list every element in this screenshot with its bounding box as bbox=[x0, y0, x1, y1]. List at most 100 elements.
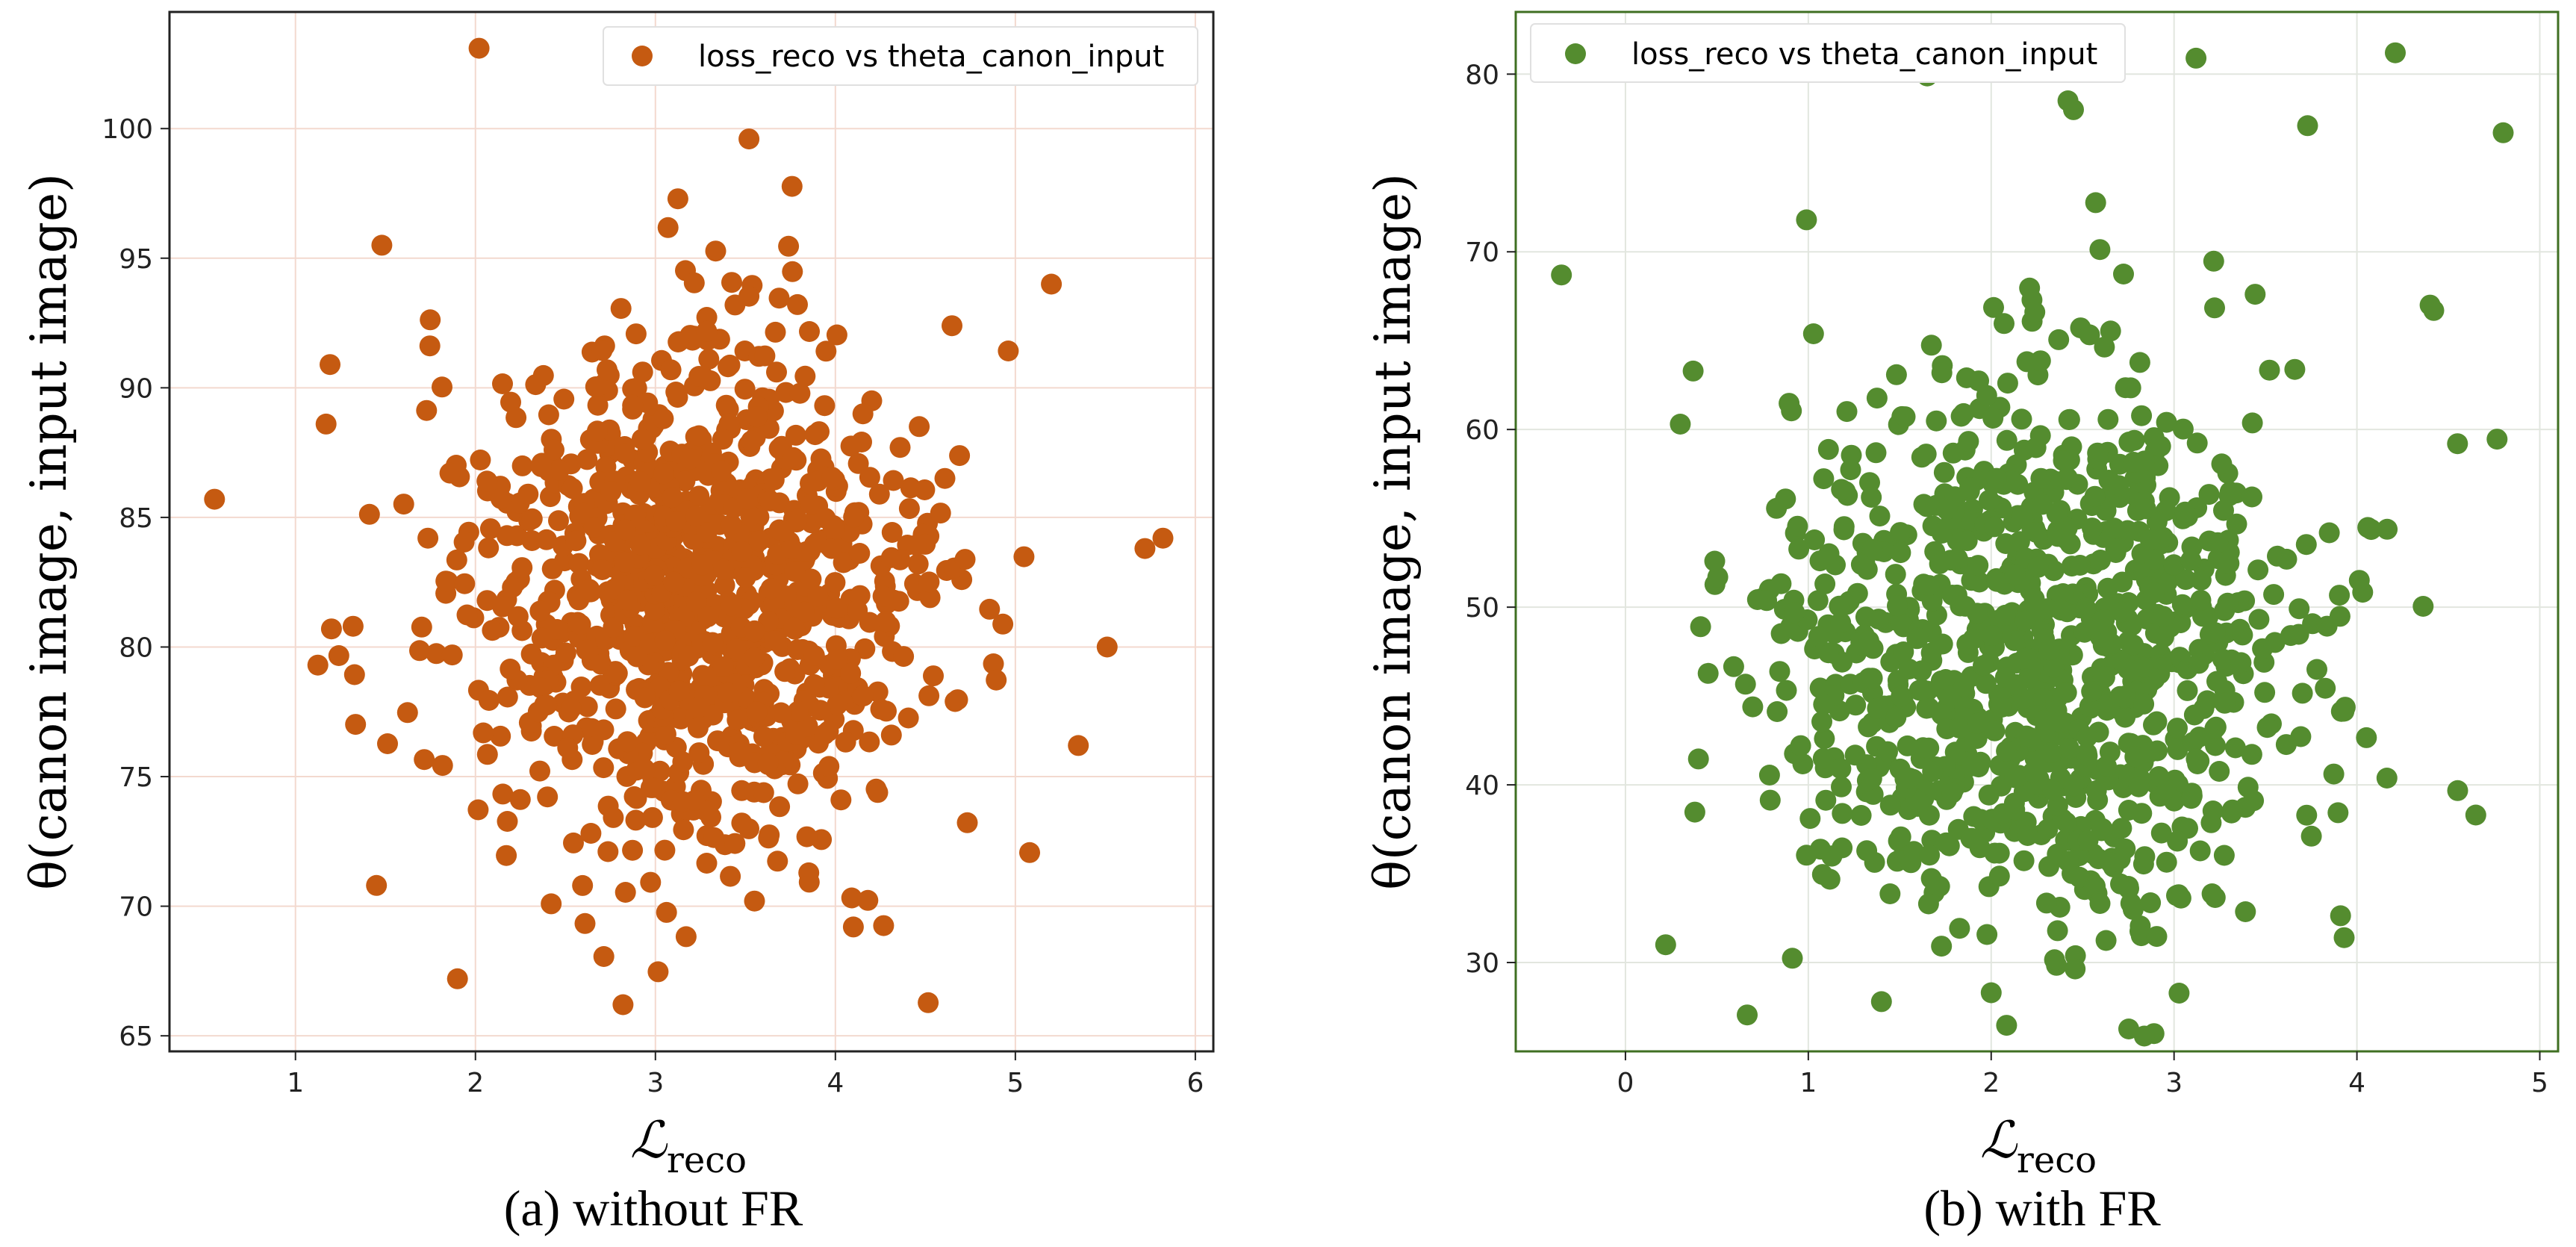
data-point bbox=[2241, 486, 2262, 508]
data-point bbox=[2096, 756, 2117, 777]
data-point bbox=[803, 534, 825, 555]
y-tick-label: 75 bbox=[119, 762, 153, 793]
data-point bbox=[824, 518, 845, 540]
data-point bbox=[738, 128, 760, 150]
data-point bbox=[1885, 706, 1907, 728]
data-point bbox=[2289, 598, 2310, 620]
data-point bbox=[1776, 680, 1797, 701]
data-point bbox=[2186, 432, 2208, 454]
data-point bbox=[787, 293, 808, 315]
data-point bbox=[821, 467, 843, 488]
data-point bbox=[727, 709, 748, 731]
data-point bbox=[2133, 693, 2155, 715]
data-point bbox=[2118, 432, 2140, 453]
data-point bbox=[1812, 747, 1834, 769]
data-point bbox=[393, 494, 414, 515]
data-point bbox=[1850, 805, 1872, 826]
data-point bbox=[809, 700, 831, 721]
data-point bbox=[2053, 583, 2073, 604]
data-point bbox=[2180, 550, 2202, 571]
data-point bbox=[1799, 808, 1821, 830]
data-point bbox=[600, 481, 622, 503]
data-point bbox=[1929, 553, 1950, 575]
data-point bbox=[1697, 662, 1719, 684]
data-point bbox=[1830, 758, 1852, 780]
data-point bbox=[799, 321, 820, 342]
data-point bbox=[784, 561, 806, 582]
data-point bbox=[900, 477, 921, 499]
data-point bbox=[714, 574, 735, 596]
data-point bbox=[675, 926, 697, 948]
data-point bbox=[1931, 362, 1953, 384]
data-point bbox=[473, 722, 494, 744]
data-point bbox=[2288, 624, 2309, 645]
data-point bbox=[1867, 609, 1889, 630]
data-point bbox=[1922, 761, 1944, 783]
data-point bbox=[1980, 982, 2002, 1004]
data-point bbox=[1915, 444, 1937, 465]
data-point bbox=[1911, 679, 1933, 700]
data-point bbox=[1655, 934, 1676, 956]
x-tick-label: 2 bbox=[467, 1068, 484, 1098]
data-point bbox=[954, 549, 976, 570]
data-point bbox=[796, 826, 818, 848]
data-point bbox=[2113, 264, 2134, 284]
data-point bbox=[798, 862, 820, 883]
data-point bbox=[409, 640, 430, 662]
data-point bbox=[1942, 442, 1964, 464]
data-point bbox=[416, 399, 438, 421]
data-point bbox=[2213, 845, 2235, 866]
data-point bbox=[1845, 694, 1867, 716]
data-point bbox=[2221, 799, 2243, 821]
data-point bbox=[530, 455, 552, 477]
data-point bbox=[735, 567, 756, 588]
data-point bbox=[1919, 845, 1941, 866]
data-point bbox=[2019, 727, 2041, 748]
data-point bbox=[731, 812, 753, 834]
data-point bbox=[1961, 827, 1982, 849]
data-point bbox=[2118, 800, 2139, 821]
data-point bbox=[665, 511, 687, 532]
data-point bbox=[2198, 484, 2220, 506]
data-point bbox=[2023, 588, 2045, 609]
data-point bbox=[1861, 487, 1882, 508]
data-point bbox=[328, 645, 349, 666]
data-point bbox=[1788, 538, 1810, 560]
data-point bbox=[2218, 553, 2240, 574]
data-point bbox=[2385, 42, 2406, 63]
data-point bbox=[439, 462, 461, 484]
data-point bbox=[1858, 716, 1879, 738]
data-point bbox=[479, 518, 501, 540]
data-point bbox=[2318, 522, 2340, 544]
data-point bbox=[377, 733, 398, 754]
data-point bbox=[2275, 734, 2297, 756]
data-point bbox=[2465, 804, 2486, 826]
data-point bbox=[881, 522, 903, 543]
data-point bbox=[1704, 550, 1726, 572]
data-point bbox=[764, 630, 785, 652]
data-point bbox=[582, 734, 603, 755]
data-point bbox=[626, 646, 648, 668]
data-point bbox=[2323, 763, 2345, 785]
x-tick-label: 5 bbox=[1007, 1068, 1024, 1098]
data-point bbox=[1818, 543, 1840, 565]
data-point bbox=[2224, 737, 2246, 759]
data-point bbox=[698, 349, 720, 370]
data-point bbox=[740, 505, 762, 526]
data-point bbox=[597, 359, 617, 381]
data-point bbox=[818, 756, 840, 777]
data-point bbox=[468, 37, 490, 59]
data-point bbox=[2077, 830, 2099, 851]
data-point bbox=[1958, 431, 1979, 453]
data-point bbox=[441, 644, 463, 666]
data-point bbox=[315, 413, 337, 435]
data-point bbox=[840, 662, 862, 684]
data-point bbox=[342, 615, 364, 637]
data-point bbox=[2048, 329, 2070, 350]
data-point bbox=[986, 669, 1007, 691]
data-point bbox=[617, 589, 638, 611]
data-point bbox=[1997, 373, 2018, 394]
data-point bbox=[435, 570, 457, 592]
data-point bbox=[1908, 627, 1929, 649]
data-point bbox=[644, 599, 665, 621]
